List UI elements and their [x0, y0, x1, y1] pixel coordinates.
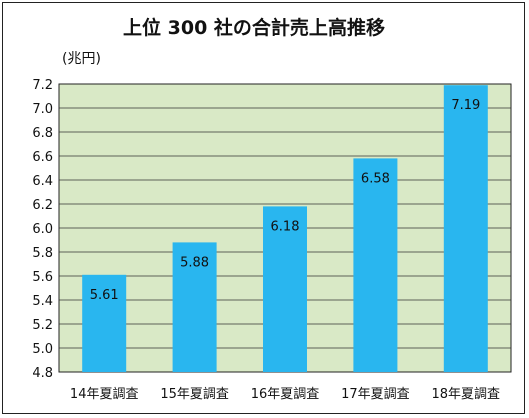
bar	[443, 85, 488, 372]
bar-value-label: 5.61	[90, 288, 119, 303]
bar	[263, 206, 307, 372]
y-tick-label: 4.8	[32, 366, 53, 381]
bars	[82, 85, 488, 372]
bar	[172, 242, 217, 372]
x-tick-label: 17年夏調査	[341, 387, 410, 402]
y-tick-label: 6.6	[32, 150, 53, 165]
y-tick-label: 7.2	[32, 78, 53, 93]
y-tick-label: 6.2	[32, 198, 53, 213]
y-tick-label: 6.8	[32, 126, 53, 141]
y-tick-label: 5.4	[32, 294, 53, 309]
y-tick-label: 5.2	[32, 318, 53, 333]
y-tick-label: 6.0	[32, 222, 53, 237]
unit-label: (兆円)	[62, 51, 101, 67]
bar-value-label: 6.18	[271, 219, 300, 234]
bar-value-label: 5.88	[180, 255, 209, 270]
chart-title: 上位 300 社の合計売上高推移	[123, 16, 385, 39]
bar	[353, 158, 398, 372]
y-axis: 4.8 5.0 5.2 5.4 5.6 5.8 6.0 6.2 6.4 6.6 6.8 7.0 7.2	[32, 78, 53, 381]
y-tick-label: 5.8	[32, 246, 53, 261]
bar-value-label: 7.19	[451, 98, 480, 113]
x-tick-label: 18年夏調査	[432, 387, 501, 402]
x-tick-label: 15年夏調査	[160, 387, 229, 402]
y-tick-label: 7.0	[32, 102, 53, 117]
x-tick-label: 16年夏調査	[251, 387, 320, 402]
x-tick-label: 14年夏調査	[70, 387, 139, 402]
x-axis: 14年夏調査 15年夏調査 16年夏調査 17年夏調査 18年夏調査	[70, 387, 500, 402]
y-tick-label: 5.0	[32, 342, 53, 357]
y-tick-label: 5.6	[32, 270, 53, 285]
bar-value-label: 6.58	[361, 171, 390, 186]
y-tick-label: 6.4	[32, 174, 53, 189]
bar	[82, 274, 127, 372]
data-labels: 5.61 5.88 6.18 6.58 7.19	[90, 98, 481, 303]
